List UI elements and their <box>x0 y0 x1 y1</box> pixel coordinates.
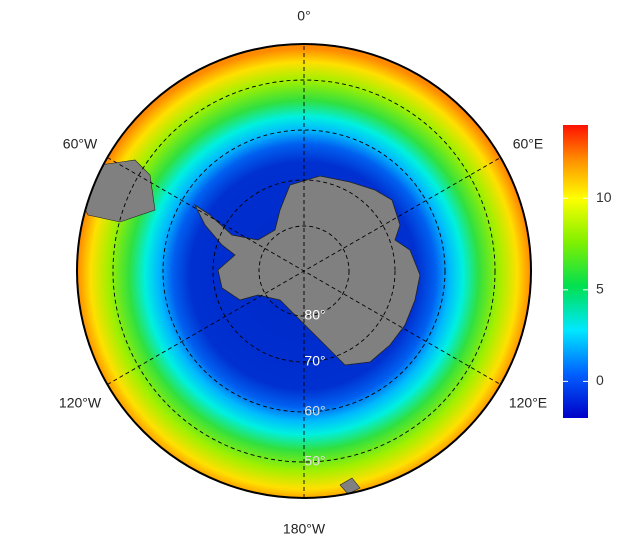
parallel <box>162 129 446 413</box>
longitude-label: 120°E <box>509 395 547 411</box>
latitude-label: 70° <box>304 353 325 369</box>
colorbar-tick-label: 5 <box>596 281 604 297</box>
meridian <box>107 157 501 385</box>
antarctica <box>193 175 421 366</box>
longitude-label: 60°E <box>513 136 544 152</box>
colorbar <box>563 125 588 418</box>
parallel <box>212 179 396 363</box>
longitude-label: 0° <box>297 8 310 24</box>
parallel <box>258 225 350 317</box>
longitude-label: 60°W <box>63 136 98 152</box>
longitude-label: 120°W <box>59 395 102 411</box>
map-border <box>76 43 532 499</box>
latitude-label: 60° <box>304 403 325 419</box>
new-zealand <box>339 477 361 495</box>
colorbar-tick-label: 10 <box>596 189 612 205</box>
latitude-label: 50° <box>304 453 325 469</box>
colorbar-tick-label: 0 <box>596 372 604 388</box>
longitude-label: 180°W <box>283 521 326 537</box>
graticule <box>107 44 501 498</box>
parallel <box>112 79 496 463</box>
latitude-label: 80° <box>304 307 325 323</box>
